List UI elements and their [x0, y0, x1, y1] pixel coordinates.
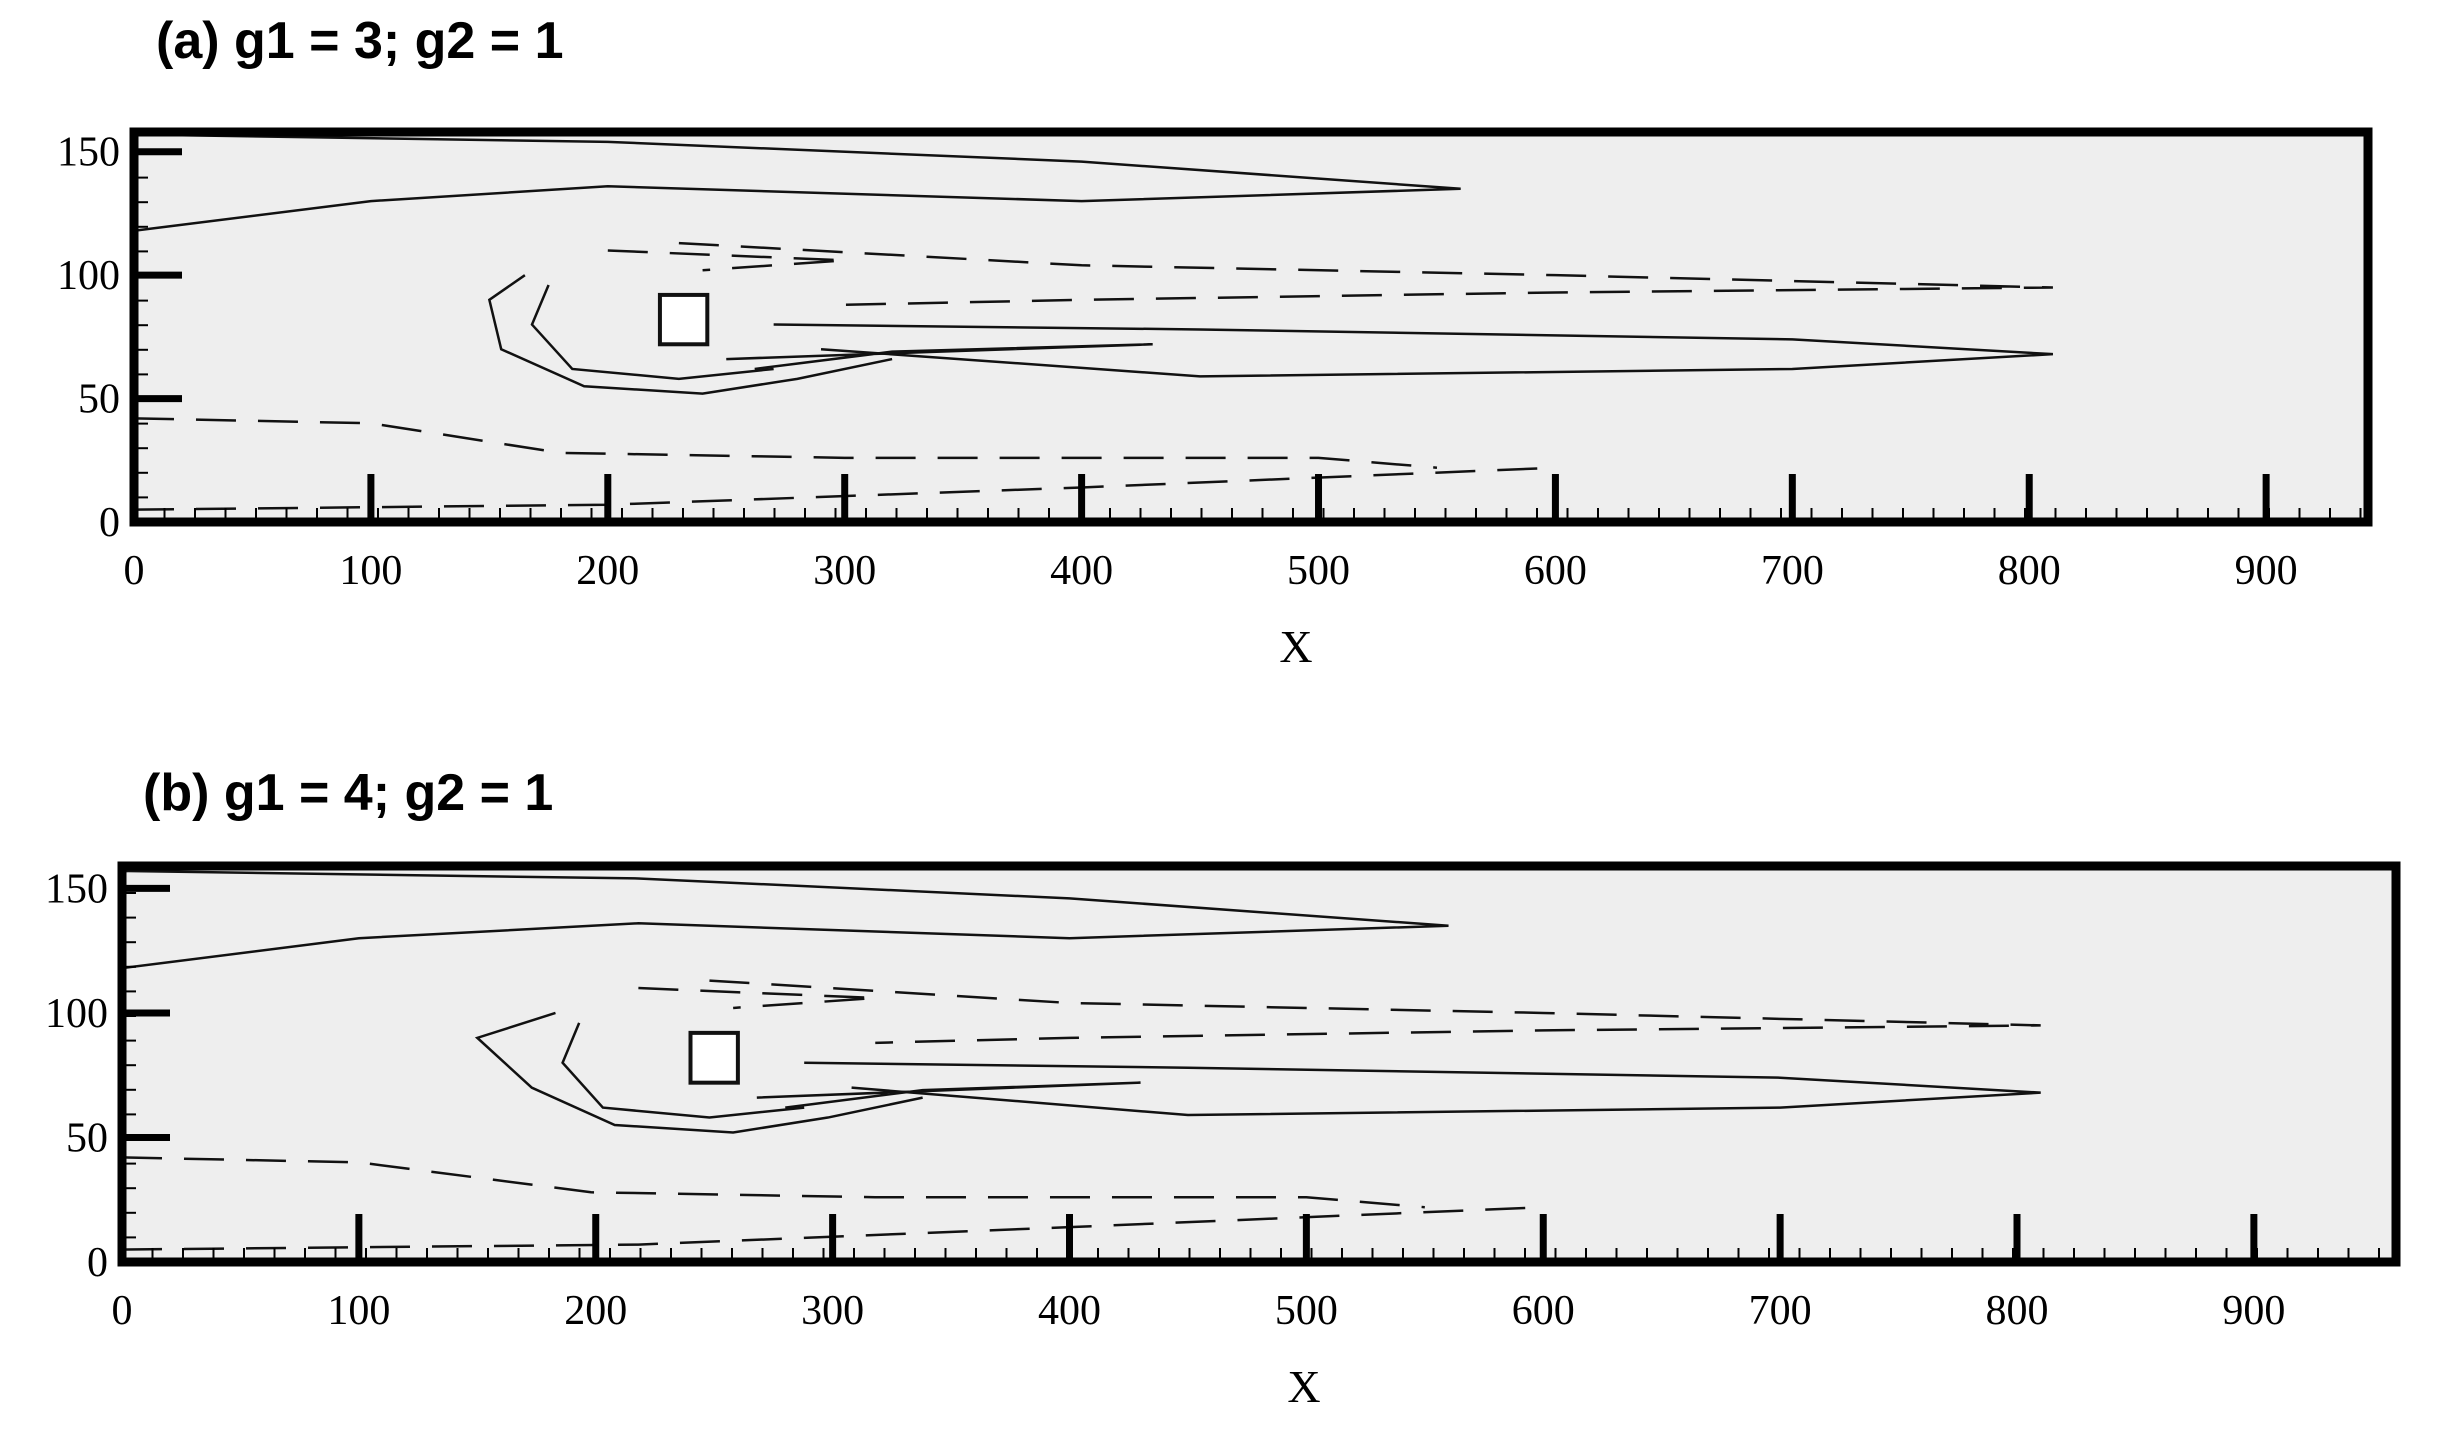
- x-axis-label: X: [1279, 621, 1312, 672]
- contour-line: [530, 284, 774, 381]
- contour-line: [121, 869, 1449, 970]
- panel: (b) g1 = 4; g2 = 10 100 200 300 400 500 600 700…: [45, 764, 2401, 1412]
- contour-line: [561, 1022, 805, 1119]
- x-tick-label: 500: [1275, 1288, 1338, 1334]
- x-tick-label: 200: [576, 548, 639, 594]
- x-tick-label: 100: [339, 548, 402, 594]
- y-tick-label: 0: [99, 500, 120, 546]
- contour-line: [804, 1061, 2041, 1117]
- y-tick-label: 150: [45, 866, 108, 912]
- contour-line: [607, 249, 845, 272]
- contour-line: [133, 417, 1438, 469]
- x-tick-label: 600: [1512, 1288, 1575, 1334]
- contour-line: [474, 1011, 923, 1134]
- x-tick-label: 800: [1998, 548, 2061, 594]
- panel: (a) g1 = 3; g2 = 10 100 200 300 400 500 600 700…: [57, 12, 2373, 672]
- panel-title: (b) g1 = 4; g2 = 1: [143, 764, 553, 822]
- plot-frame: [129, 127, 2373, 527]
- x-tick-label: 700: [1749, 1288, 1812, 1334]
- plot-area: [134, 132, 2368, 522]
- x-tick-label: 800: [1986, 1288, 2049, 1334]
- x-tick-label: 300: [801, 1288, 864, 1334]
- x-tick-label: 300: [813, 548, 876, 594]
- y-tick-label: 0: [87, 1240, 108, 1286]
- x-tick-label: 200: [564, 1288, 627, 1334]
- y-tick-label: 150: [57, 130, 120, 176]
- y-tick-label: 50: [66, 1115, 108, 1161]
- x-tick-label: 400: [1050, 548, 1113, 594]
- contour-line: [678, 241, 2053, 307]
- x-tick-label: 900: [2235, 548, 2298, 594]
- contour-line: [726, 343, 1153, 371]
- contour-line: [487, 274, 893, 395]
- contour-line: [121, 1156, 1425, 1209]
- plot-area: [122, 866, 2396, 1262]
- x-tick-label: 0: [112, 1288, 133, 1334]
- x-tick-label: 400: [1038, 1288, 1101, 1334]
- obstacle: [657, 292, 710, 347]
- contour-line: [709, 979, 2041, 1045]
- x-tick-label: 600: [1524, 548, 1587, 594]
- contour-line: [773, 323, 2053, 378]
- contour-line: [638, 986, 876, 1010]
- x-tick-label: 100: [327, 1288, 390, 1334]
- x-tick-label: 700: [1761, 548, 1824, 594]
- y-tick-label: 100: [57, 253, 120, 299]
- plot-frame: [117, 861, 2401, 1267]
- x-axis-label: X: [1287, 1361, 1320, 1412]
- y-tick-label: 50: [78, 377, 120, 423]
- contour-line: [756, 1081, 1141, 1109]
- x-tick-label: 900: [2222, 1288, 2285, 1334]
- obstacle: [688, 1030, 740, 1085]
- x-tick-label: 0: [124, 548, 145, 594]
- y-tick-label: 100: [45, 991, 108, 1037]
- x-tick-label: 500: [1287, 548, 1350, 594]
- panel-title: (a) g1 = 3; g2 = 1: [156, 12, 564, 70]
- contour-line: [133, 133, 1461, 232]
